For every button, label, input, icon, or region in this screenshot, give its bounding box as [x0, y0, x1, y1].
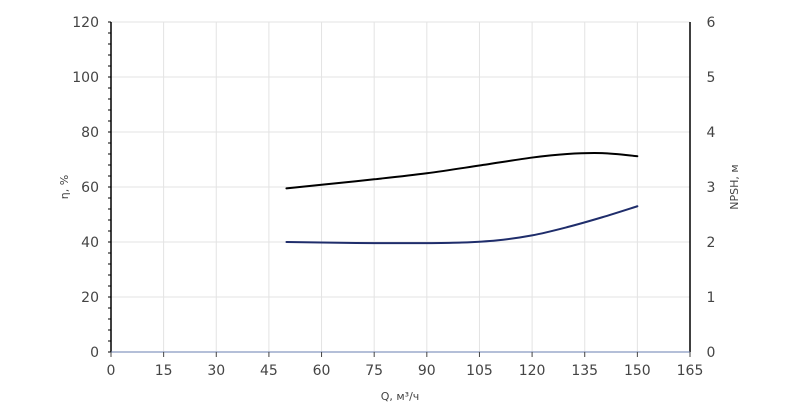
efficiency-curve	[285, 152, 639, 190]
y-right-tick-label: 3	[707, 180, 716, 196]
npsh-curve	[285, 205, 639, 245]
x-tick-label: 120	[519, 363, 546, 379]
y-right-tick-label: 4	[707, 125, 716, 141]
y-left-tick-label: 0	[90, 345, 99, 361]
y-left-tick-label: 80	[81, 125, 99, 141]
series	[285, 152, 639, 245]
y-left-tick-label: 100	[72, 70, 99, 86]
y-left-axis-title: η, %	[58, 175, 71, 199]
x-axis-title: Q, м³/ч	[381, 390, 420, 403]
x-tick-label: 90	[418, 363, 436, 379]
x-tick-label: 165	[677, 363, 704, 379]
x-tick-label: 0	[107, 363, 116, 379]
y-right-tick-label: 6	[707, 15, 716, 31]
x-tick-label: 60	[313, 363, 331, 379]
x-tick-label: 30	[207, 363, 225, 379]
y-left-tick-label: 40	[81, 235, 99, 251]
y-right-tick-label: 0	[707, 345, 716, 361]
axis-titles: Q, м³/ч η, % NPSH, м	[58, 164, 741, 403]
ticks: 0 15 30 45 60 75 90 105 120 135 150 165020406080100…	[72, 15, 715, 379]
y-right-axis-title: NPSH, м	[728, 164, 741, 209]
grid	[111, 21, 690, 352]
x-tick-label: 45	[260, 363, 278, 379]
y-left-tick-label: 20	[81, 290, 99, 306]
x-tick-label: 15	[155, 363, 173, 379]
y-left-tick-label: 60	[81, 180, 99, 196]
y-right-tick-label: 5	[707, 70, 716, 86]
y-right-tick-label: 1	[707, 290, 716, 306]
y-left-tick-label: 120	[72, 15, 99, 31]
x-tick-label: 150	[624, 363, 651, 379]
x-tick-label: 75	[365, 363, 383, 379]
x-tick-label: 105	[466, 363, 493, 379]
y-right-tick-label: 2	[707, 235, 716, 251]
x-tick-label: 135	[571, 363, 598, 379]
